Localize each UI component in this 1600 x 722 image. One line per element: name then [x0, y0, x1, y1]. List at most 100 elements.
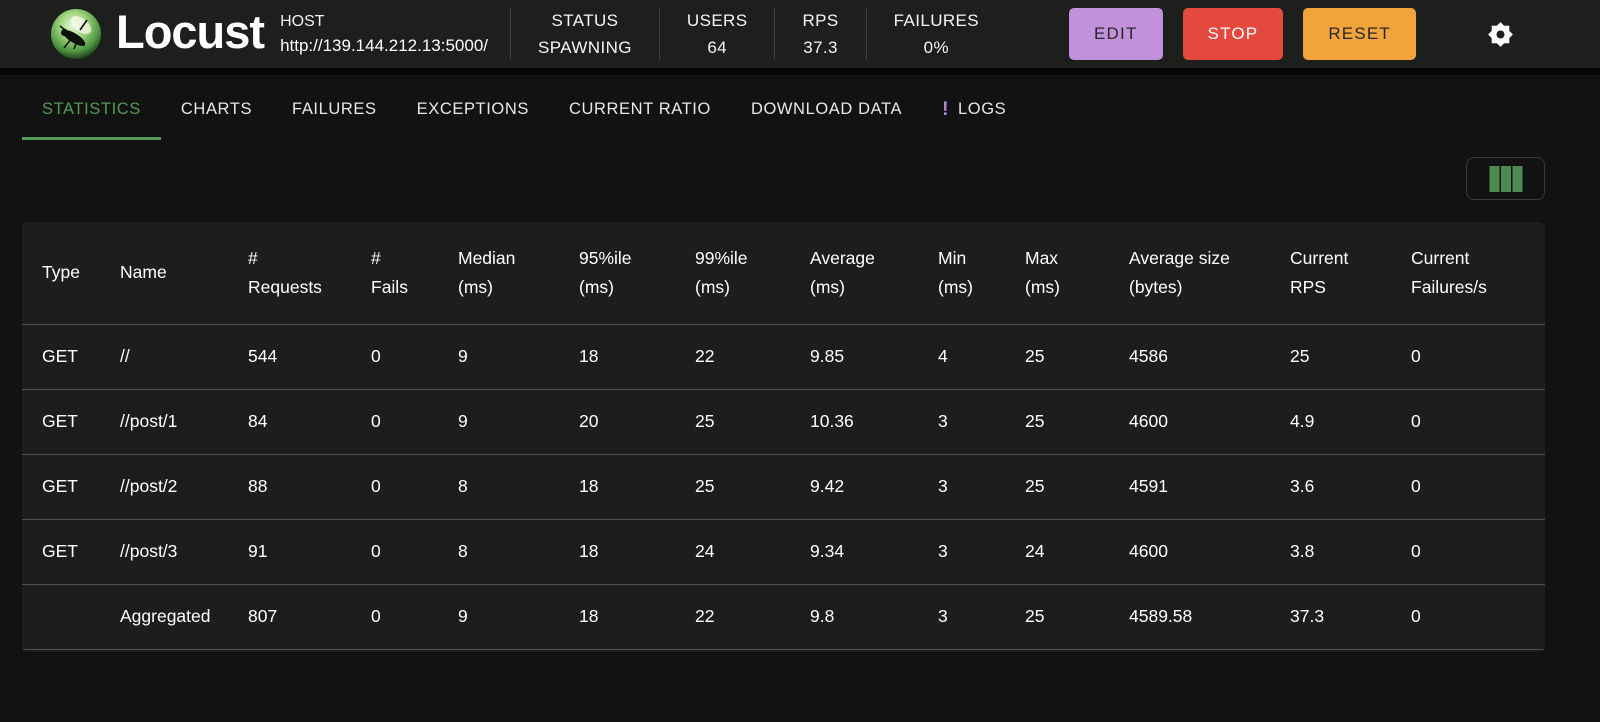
column-header-avg-size[interactable]: Average size (bytes) — [1109, 222, 1270, 325]
statistics-table: Type Name # Requests # Fails Median (ms) 95%ile (… — [22, 222, 1545, 650]
stat-status-value: SPAWNING — [538, 37, 632, 57]
stat-failures-label: FAILURES — [893, 10, 980, 30]
cell-max: 24 — [1005, 519, 1109, 585]
stat-rps: RPS 37.3 — [774, 8, 865, 60]
cell-average: 9.34 — [790, 519, 918, 585]
cell-type: GET — [22, 324, 100, 390]
cell-max: 25 — [1005, 389, 1109, 455]
tab-exceptions-label: EXCEPTIONS — [416, 100, 529, 118]
header-buttons: EDIT STOP RESET — [1069, 8, 1416, 60]
reset-button[interactable]: RESET — [1303, 8, 1416, 60]
cell-avg-size: 4600 — [1109, 519, 1270, 585]
column-header-average[interactable]: Average (ms) — [790, 222, 918, 325]
tab-failures[interactable]: FAILURES — [272, 82, 397, 140]
column-header-min[interactable]: Min (ms) — [918, 222, 1005, 325]
stat-failures-value: 0% — [923, 37, 950, 57]
columns-icon — [1489, 165, 1522, 192]
table-row: GET//post/1 84 0 9 20 25 10.36 3 25 4600 4.9 0 — [22, 389, 1545, 455]
column-header-requests[interactable]: # Requests — [228, 222, 351, 325]
cell-requests: 544 — [228, 324, 351, 390]
tab-download-data[interactable]: DOWNLOAD DATA — [731, 82, 922, 140]
table-row: GET//544 0 9 18 22 9.85 4 25 4586 25 0 — [22, 324, 1545, 390]
cell-type: GET — [22, 454, 100, 520]
cell-min: 3 — [918, 519, 1005, 585]
cell-current-rps: 3.8 — [1270, 519, 1391, 585]
column-selector-button[interactable] — [1466, 157, 1545, 200]
stat-status: STATUS SPAWNING — [510, 8, 659, 60]
cell-max: 25 — [1005, 584, 1109, 650]
tab-exceptions[interactable]: EXCEPTIONS — [397, 82, 549, 140]
cell-name: Aggregated — [100, 584, 228, 650]
cell-name: // — [100, 324, 228, 390]
cell-p99: 25 — [675, 454, 790, 520]
tab-charts[interactable]: CHARTS — [161, 82, 272, 140]
column-header-median-line2: (ms) — [458, 276, 493, 297]
logs-badge: ! — [942, 98, 949, 120]
cell-current-failures: 0 — [1391, 389, 1545, 455]
cell-requests: 91 — [228, 519, 351, 585]
cell-current-failures: 0 — [1391, 324, 1545, 390]
column-header-current-failures-line2: Failures/s — [1411, 276, 1487, 297]
column-header-type-line1: Type — [42, 262, 80, 283]
column-header-requests-line1: # — [248, 247, 258, 268]
statistics-table-panel: Type Name # Requests # Fails Median (ms) 95%ile (… — [22, 222, 1545, 652]
stat-users-value: 64 — [707, 37, 728, 57]
cell-fails: 0 — [351, 584, 438, 650]
cell-current-failures: 0 — [1391, 519, 1545, 585]
cell-average: 9.85 — [790, 324, 918, 390]
column-header-type[interactable]: Type — [22, 222, 100, 325]
table-row: GET//post/2 88 0 8 18 25 9.42 3 25 4591 3.6 0 — [22, 454, 1545, 520]
tab-statistics[interactable]: STATISTICS — [22, 82, 161, 140]
cell-average: 9.42 — [790, 454, 918, 520]
cell-median: 9 — [438, 389, 559, 455]
cell-p95: 18 — [559, 454, 675, 520]
header-stats: STATUS SPAWNING USERS 64 RPS 37.3 FAILURES 0% — [510, 8, 1006, 60]
settings-button[interactable] — [1484, 18, 1516, 50]
column-header-name-line1: Name — [120, 262, 167, 283]
edit-button[interactable]: EDIT — [1069, 8, 1163, 60]
column-header-p99-line1: 99%ile — [695, 247, 748, 268]
column-header-min-line2: (ms) — [938, 276, 973, 297]
column-header-min-line1: Min — [938, 247, 967, 268]
locust-logo[interactable] — [50, 8, 102, 60]
host-label: HOST — [280, 12, 325, 30]
host-info: HOST http://139.144.212.13:5000/ — [280, 13, 510, 56]
stat-users-label: USERS — [686, 10, 748, 30]
column-header-p99[interactable]: 99%ile (ms) — [675, 222, 790, 325]
column-header-fails[interactable]: # Fails — [351, 222, 438, 325]
cell-p95: 18 — [559, 324, 675, 390]
tab-logs[interactable]: ! LOGS — [922, 82, 1026, 140]
stop-button[interactable]: STOP — [1182, 8, 1284, 60]
main-nav: STATISTICS CHARTS FAILURES EXCEPTIONS CURREN… — [0, 82, 1600, 140]
column-header-current-rps-line2: RPS — [1290, 276, 1326, 297]
cell-median: 8 — [438, 519, 559, 585]
cell-avg-size: 4589.58 — [1109, 584, 1270, 650]
column-header-average-line1: Average — [810, 247, 875, 268]
column-header-current-rps-line1: Current — [1290, 247, 1349, 268]
cell-current-failures: 0 — [1391, 454, 1545, 520]
stat-failures: FAILURES 0% — [865, 8, 1006, 60]
host-url: http://139.144.212.13:5000/ — [280, 35, 489, 55]
cell-current-rps: 3.6 — [1270, 454, 1391, 520]
column-header-current-failures[interactable]: Current Failures/s — [1391, 222, 1545, 325]
cell-p99: 25 — [675, 389, 790, 455]
app-title[interactable]: Locust — [116, 4, 265, 58]
cell-max: 25 — [1005, 324, 1109, 390]
stat-users: USERS 64 — [658, 8, 775, 60]
column-header-median[interactable]: Median (ms) — [438, 222, 559, 325]
cell-avg-size: 4600 — [1109, 389, 1270, 455]
cell-p95: 18 — [559, 519, 675, 585]
column-header-name[interactable]: Name — [100, 222, 228, 325]
tab-download-data-label: DOWNLOAD DATA — [750, 100, 903, 118]
cell-min: 4 — [918, 324, 1005, 390]
column-header-average-line2: (ms) — [810, 276, 845, 297]
cell-average: 10.36 — [790, 389, 918, 455]
cell-avg-size: 4591 — [1109, 454, 1270, 520]
cell-fails: 0 — [351, 324, 438, 390]
cell-name: //post/1 — [100, 389, 228, 455]
gear-icon — [1487, 21, 1513, 47]
column-header-max[interactable]: Max (ms) — [1005, 222, 1109, 325]
column-header-current-rps[interactable]: Current RPS — [1270, 222, 1391, 325]
tab-current-ratio[interactable]: CURRENT RATIO — [549, 82, 731, 140]
column-header-p95[interactable]: 95%ile (ms) — [559, 222, 675, 325]
